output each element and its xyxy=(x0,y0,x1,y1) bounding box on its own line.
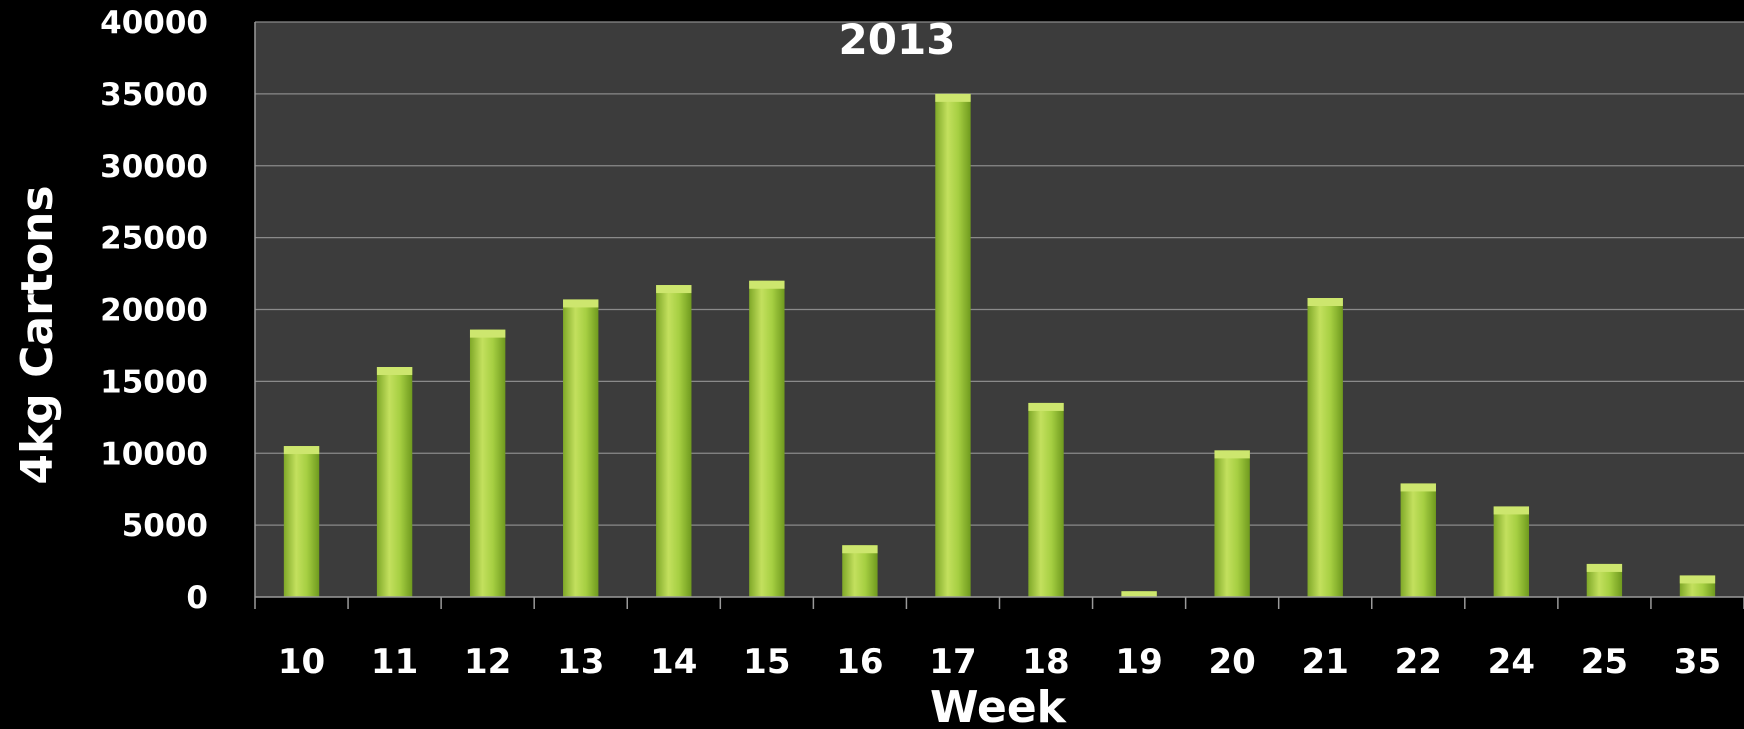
x-tick-label: 16 xyxy=(836,642,883,682)
x-tick-label: 13 xyxy=(557,642,604,682)
y-tick-label: 0 xyxy=(186,580,208,616)
bar xyxy=(283,446,320,597)
bar-cap xyxy=(842,545,878,554)
x-tick-label: 22 xyxy=(1395,642,1442,682)
bar-cap xyxy=(1214,450,1250,459)
bar-series xyxy=(283,93,1716,597)
bar-cap xyxy=(1679,575,1716,584)
bar-cap xyxy=(469,329,506,338)
bar-group xyxy=(1214,450,1250,597)
bar xyxy=(1028,402,1064,597)
y-tick-label: 30000 xyxy=(100,149,208,185)
y-tick-label: 20000 xyxy=(100,293,208,329)
bar xyxy=(842,545,878,597)
bar-cap xyxy=(935,93,971,102)
bar-group xyxy=(469,329,506,597)
y-tick-label: 40000 xyxy=(100,5,208,41)
bar-cap xyxy=(376,367,413,375)
bar-group xyxy=(1586,563,1623,597)
y-tick-label: 25000 xyxy=(100,221,208,257)
x-tick-label: 20 xyxy=(1208,642,1255,682)
y-tick-label: 15000 xyxy=(100,364,208,400)
bar-cap xyxy=(1307,298,1343,306)
x-tick-label: 18 xyxy=(1022,642,1069,682)
bar-group xyxy=(1493,506,1530,597)
x-axis-title: Week xyxy=(930,682,1068,729)
bar xyxy=(469,329,506,597)
y-tick-label: 10000 xyxy=(100,436,208,472)
chart-title: 2013 xyxy=(839,15,956,64)
y-tick-label: 35000 xyxy=(100,77,208,113)
bar xyxy=(656,285,692,597)
y-tick-label: 5000 xyxy=(122,508,208,544)
x-tick-label: 21 xyxy=(1302,642,1349,682)
x-tick-label: 15 xyxy=(743,642,790,682)
y-tick-labels: 0 5000 10000 15000 20000 25000 30000 35000 40000 xyxy=(100,5,208,616)
bar-group xyxy=(749,280,785,597)
bar-group xyxy=(1028,402,1064,597)
bar-group xyxy=(283,446,320,597)
bar xyxy=(749,280,785,597)
x-tick-label: 25 xyxy=(1581,642,1628,682)
bar-cap xyxy=(563,299,599,308)
bar-cap xyxy=(283,446,320,455)
bar-group xyxy=(1121,591,1157,597)
bar-group xyxy=(656,285,692,597)
bar-group xyxy=(935,93,971,597)
bar xyxy=(935,93,971,597)
x-tick-label: 14 xyxy=(650,642,697,682)
bar xyxy=(1493,506,1530,597)
bar-group xyxy=(842,545,878,597)
x-tick-label: 19 xyxy=(1115,642,1162,682)
x-tick-label: 24 xyxy=(1488,642,1535,682)
bar xyxy=(376,367,413,597)
x-tick-label: 17 xyxy=(929,642,976,682)
bar-group xyxy=(1307,298,1343,597)
y-axis-title: 4kg Cartons xyxy=(12,185,63,484)
bar-cap xyxy=(1493,506,1530,515)
bar-cap xyxy=(656,285,692,294)
bar-group xyxy=(1679,575,1716,597)
x-tick-label: 35 xyxy=(1674,642,1721,682)
x-tick-label: 12 xyxy=(464,642,511,682)
x-tick-label: 11 xyxy=(371,642,418,682)
bar-group xyxy=(1400,483,1436,597)
bar xyxy=(1307,298,1343,597)
bar xyxy=(1400,483,1436,597)
bar xyxy=(563,299,599,597)
bar-cap xyxy=(1586,563,1623,572)
x-tick-label: 10 xyxy=(278,642,325,682)
x-tick-labels: 10 11 12 13 14 15 16 17 18 19 20 21 22 24 25 35 xyxy=(278,642,1721,682)
bar-cap xyxy=(1121,591,1157,597)
bar xyxy=(1214,450,1250,597)
bar-group xyxy=(376,367,413,597)
bar-group xyxy=(563,299,599,597)
bar-cap xyxy=(749,280,785,289)
bar-cap xyxy=(1028,402,1064,411)
bar-cap xyxy=(1400,483,1436,492)
axes xyxy=(254,22,1744,609)
